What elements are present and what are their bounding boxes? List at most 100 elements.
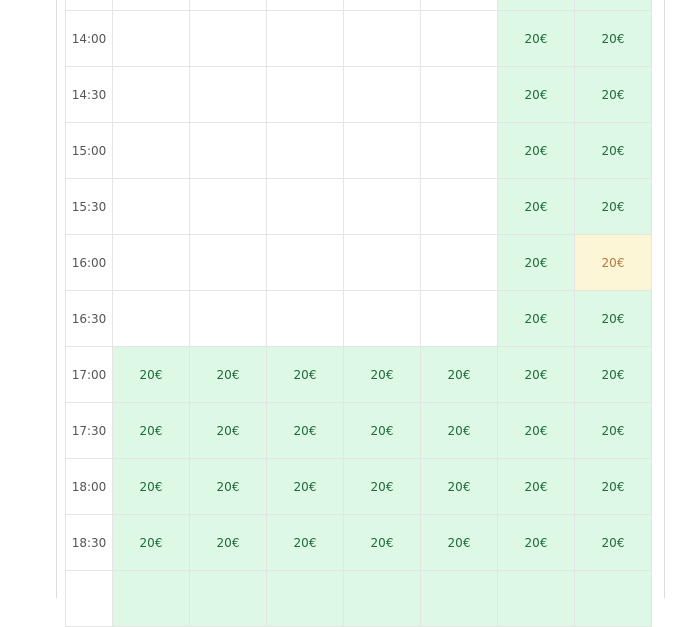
empty-slot — [112, 0, 190, 11]
available-slot[interactable]: 20€ — [343, 458, 421, 515]
available-slot[interactable]: 20€ — [574, 402, 652, 459]
available-slot[interactable]: 20€ — [574, 66, 652, 123]
empty-slot — [420, 66, 498, 123]
empty-slot — [343, 66, 421, 123]
available-slot[interactable]: 20€ — [189, 458, 267, 515]
time-label: 18:00 — [65, 458, 113, 515]
time-row: 15:00 20€ 20€ — [65, 122, 652, 179]
available-slot[interactable]: 20€ — [266, 458, 344, 515]
empty-slot — [420, 290, 498, 347]
available-slot[interactable] — [343, 570, 421, 627]
time-label — [65, 570, 113, 627]
time-label: 17:30 — [65, 402, 113, 459]
available-slot[interactable]: 20€ — [266, 402, 344, 459]
empty-slot — [112, 290, 190, 347]
time-label: 15:00 — [65, 122, 113, 179]
available-slot[interactable]: 20€ — [574, 514, 652, 571]
available-slot[interactable] — [574, 570, 652, 627]
available-slot[interactable]: 20€ — [112, 514, 190, 571]
empty-slot — [420, 178, 498, 235]
available-slot[interactable]: 20€ — [189, 402, 267, 459]
available-slot[interactable]: 20€ — [574, 10, 652, 67]
available-slot[interactable]: 20€ — [343, 402, 421, 459]
available-slot[interactable] — [189, 570, 267, 627]
empty-slot — [112, 66, 190, 123]
time-label: 14:30 — [65, 66, 113, 123]
empty-slot — [189, 234, 267, 291]
available-slot[interactable]: 20€ — [497, 402, 575, 459]
empty-slot — [189, 122, 267, 179]
available-slot[interactable]: 20€ — [266, 514, 344, 571]
empty-slot — [112, 122, 190, 179]
available-slot[interactable] — [497, 570, 575, 627]
empty-slot — [266, 66, 344, 123]
empty-slot — [112, 178, 190, 235]
available-slot[interactable]: 20€ — [497, 346, 575, 403]
time-row: 18:30 20€ 20€ 20€ 20€ 20€ 20€ 20€ — [65, 514, 652, 571]
empty-slot — [189, 178, 267, 235]
empty-slot — [420, 10, 498, 67]
empty-slot — [266, 178, 344, 235]
time-label: 17:00 — [65, 346, 113, 403]
empty-slot — [420, 122, 498, 179]
empty-slot — [112, 10, 190, 67]
available-slot[interactable]: 20€ — [497, 10, 575, 67]
empty-slot — [266, 0, 344, 11]
empty-slot — [189, 0, 267, 11]
schedule-body: 14:00 20€ 20€ 14:30 20€ 20€ 15:00 20€ 20€ 15:30 20… — [65, 0, 652, 627]
available-slot[interactable] — [112, 570, 190, 627]
available-slot[interactable]: 20€ — [574, 178, 652, 235]
time-row: 14:00 20€ 20€ — [65, 10, 652, 67]
available-slot[interactable]: 20€ — [189, 346, 267, 403]
available-slot[interactable] — [266, 570, 344, 627]
available-slot[interactable] — [497, 0, 575, 11]
available-slot[interactable] — [574, 0, 652, 11]
available-slot[interactable]: 20€ — [189, 514, 267, 571]
time-label: 16:30 — [65, 290, 113, 347]
time-label: 14:00 — [65, 10, 113, 67]
empty-slot — [112, 234, 190, 291]
time-label: 18:30 — [65, 514, 113, 571]
empty-slot — [189, 290, 267, 347]
time-row: 17:00 20€ 20€ 20€ 20€ 20€ 20€ 20€ — [65, 346, 652, 403]
empty-slot — [420, 234, 498, 291]
time-label: 16:00 — [65, 234, 113, 291]
available-slot[interactable]: 20€ — [574, 122, 652, 179]
pending-slot[interactable]: 20€ — [574, 234, 652, 291]
schedule-grid: 14:00 20€ 20€ 14:30 20€ 20€ 15:00 20€ 20€ 15:30 20… — [65, 0, 652, 627]
time-row — [65, 570, 652, 627]
available-slot[interactable]: 20€ — [497, 234, 575, 291]
time-row: 15:30 20€ 20€ — [65, 178, 652, 235]
available-slot[interactable]: 20€ — [497, 514, 575, 571]
empty-slot — [189, 10, 267, 67]
available-slot[interactable]: 20€ — [420, 458, 498, 515]
available-slot[interactable]: 20€ — [497, 458, 575, 515]
available-slot[interactable]: 20€ — [343, 514, 421, 571]
available-slot[interactable]: 20€ — [497, 66, 575, 123]
available-slot[interactable]: 20€ — [420, 346, 498, 403]
available-slot[interactable]: 20€ — [112, 458, 190, 515]
available-slot[interactable] — [420, 570, 498, 627]
empty-slot — [343, 290, 421, 347]
available-slot[interactable]: 20€ — [420, 514, 498, 571]
available-slot[interactable]: 20€ — [112, 346, 190, 403]
available-slot[interactable]: 20€ — [420, 402, 498, 459]
available-slot[interactable]: 20€ — [343, 346, 421, 403]
available-slot[interactable]: 20€ — [112, 402, 190, 459]
time-row: 17:30 20€ 20€ 20€ 20€ 20€ 20€ 20€ — [65, 402, 652, 459]
time-row — [65, 0, 652, 11]
available-slot[interactable]: 20€ — [497, 178, 575, 235]
empty-slot — [343, 178, 421, 235]
empty-slot — [266, 290, 344, 347]
available-slot[interactable]: 20€ — [266, 346, 344, 403]
available-slot[interactable]: 20€ — [574, 346, 652, 403]
empty-slot — [420, 0, 498, 11]
available-slot[interactable]: 20€ — [574, 290, 652, 347]
available-slot[interactable]: 20€ — [497, 290, 575, 347]
time-row: 14:30 20€ 20€ — [65, 66, 652, 123]
available-slot[interactable]: 20€ — [497, 122, 575, 179]
available-slot[interactable]: 20€ — [574, 458, 652, 515]
empty-slot — [343, 234, 421, 291]
empty-slot — [266, 234, 344, 291]
empty-slot — [266, 122, 344, 179]
